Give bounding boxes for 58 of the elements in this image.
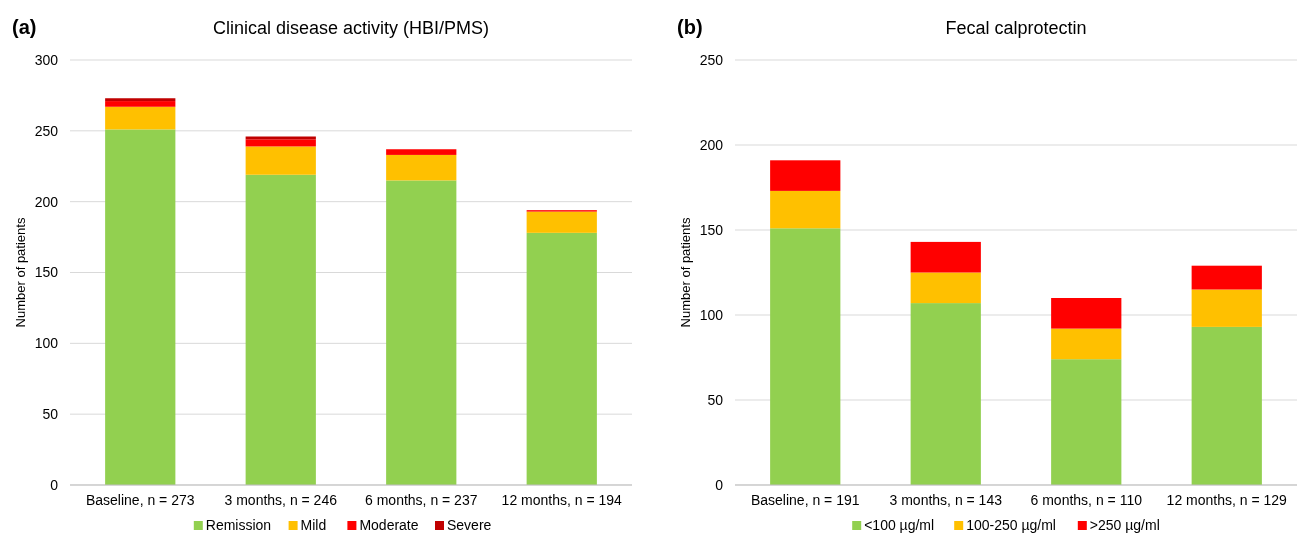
bar: [1191, 289, 1262, 327]
bar: [386, 154, 457, 181]
legend-label: 100-250 µg/ml: [966, 517, 1056, 533]
bar: [910, 303, 981, 485]
bar: [526, 232, 597, 485]
x-tick-label: 12 months, n = 129: [1166, 492, 1288, 508]
bar: [245, 174, 316, 485]
y-tick-label: 0: [715, 476, 724, 493]
text: (b): [677, 16, 703, 38]
x-tick-label: Baseline, n = 273: [85, 492, 195, 508]
text: (a): [12, 16, 37, 38]
bar: [1051, 328, 1122, 360]
bar: [1051, 359, 1122, 485]
x-tick-label: 12 months, n = 194: [501, 492, 623, 508]
y-axis-title: Number of patients: [678, 217, 693, 328]
bar: [105, 129, 176, 485]
bar: [105, 106, 176, 130]
bar: [910, 272, 981, 304]
y-tick-label: 250: [699, 51, 724, 68]
chart-title: Clinical disease activity (HBI/PMS): [212, 18, 490, 38]
x-tick-label: 3 months, n = 246: [224, 492, 338, 508]
x-tick-label: 3 months, n = 143: [889, 492, 1003, 508]
bar: [386, 149, 457, 155]
bar: [245, 139, 316, 147]
legend-label: Severe: [447, 517, 492, 533]
bar: [1051, 298, 1122, 329]
bar: [770, 160, 841, 191]
bar: [386, 180, 457, 485]
bar: [1191, 326, 1262, 485]
bar: [105, 101, 176, 107]
bar: [1191, 265, 1262, 290]
y-tick-label: 150: [699, 221, 724, 238]
y-tick-label: 300: [34, 51, 59, 68]
chart-title: Fecal calprotectin: [945, 18, 1087, 38]
legend-label: Remission: [205, 517, 272, 533]
bar: [770, 228, 841, 485]
y-tick-label: 50: [42, 406, 59, 423]
legend-label: >250 µg/ml: [1089, 517, 1160, 533]
y-tick-label: 0: [50, 476, 59, 493]
y-axis-title: Number of patients: [13, 217, 28, 328]
legend-label: Mild: [300, 517, 327, 533]
bar: [910, 241, 981, 273]
y-tick-label: 50: [707, 391, 724, 408]
y-tick-label: 100: [34, 335, 59, 352]
y-tick-label: 200: [34, 193, 59, 210]
y-tick-label: 150: [34, 264, 59, 281]
bar: [770, 190, 841, 229]
x-tick-label: Baseline, n = 191: [750, 492, 860, 508]
legend-label: Moderate: [359, 517, 419, 533]
y-tick-label: 100: [699, 306, 724, 323]
bar: [245, 146, 316, 175]
bar: [526, 211, 597, 233]
y-tick-label: 200: [699, 136, 724, 153]
y-tick-label: 250: [34, 122, 59, 139]
x-tick-label: 6 months, n = 110: [1030, 492, 1143, 508]
bar: [105, 98, 176, 102]
legend-label: <100 µg/ml: [864, 517, 935, 533]
x-tick-label: 6 months, n = 237: [365, 492, 478, 508]
